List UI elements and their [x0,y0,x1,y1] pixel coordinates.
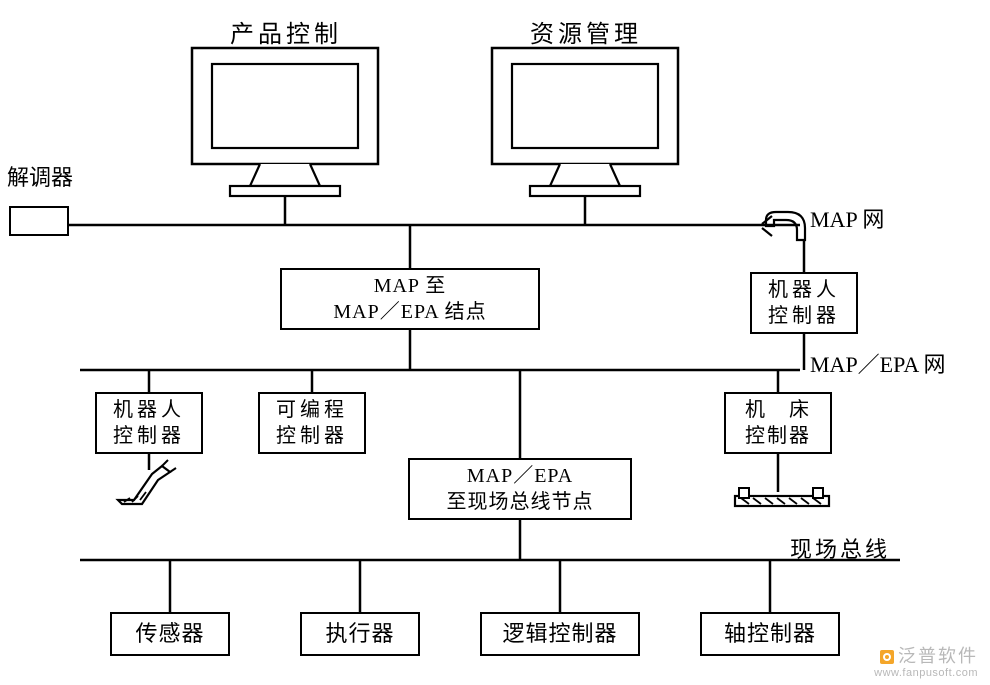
robot-ctrl-1: 机器人 控制器 [750,272,858,334]
sensor-node: 传感器 [110,612,230,656]
logic-ctrl-node: 逻辑控制器 [480,612,640,656]
watermark: 泛普软件 www.fanpusoft.com [874,647,978,679]
machine-tool-icon [735,488,829,506]
resource-mgr-monitor-icon [490,46,680,201]
plc-node: 可编程 控制器 [258,392,366,454]
watermark-cn: 泛普软件 [898,646,978,666]
product-ctrl-label: 产品控制 [230,14,342,49]
robot-arm-icon-1 [762,212,805,240]
modem-label: 解调器 [7,160,73,192]
map-node: MAP 至 MAP／EPA 结点 [280,268,540,330]
robot-ctrl-2: 机器人 控制器 [95,392,203,454]
resource-mgr-label: 资源管理 [530,14,642,49]
epa-bus-label: MAP／EPA 网 [810,347,946,379]
product-ctrl-monitor-icon [190,46,380,201]
epa-field-node: MAP／EPA 至现场总线节点 [408,458,632,520]
watermark-en: www.fanpusoft.com [874,667,978,679]
modem-box [9,206,69,236]
machine-ctrl-node: 机 床 控制器 [724,392,832,454]
actuator-node: 执行器 [300,612,420,656]
robot-arm-icon-2 [118,460,176,504]
watermark-icon [880,650,894,664]
diagram-canvas: 解调器 产品控制 资源管理 MAP 至 MAP／EPA 结点 机器人 控制器 机… [0,0,990,685]
axis-ctrl-node: 轴控制器 [700,612,840,656]
field-bus-label: 现场总线 [790,532,890,564]
map-bus-label: MAP 网 [810,202,884,234]
